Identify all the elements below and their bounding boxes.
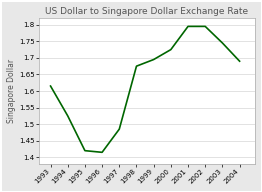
Title: US Dollar to Singapore Dollar Exchange Rate: US Dollar to Singapore Dollar Exchange R… <box>45 7 248 16</box>
Y-axis label: Singapore Dollar: Singapore Dollar <box>7 59 16 123</box>
